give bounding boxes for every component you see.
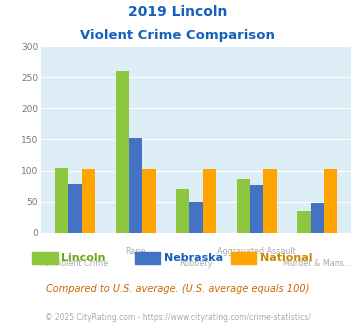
Text: Rape: Rape <box>125 247 146 255</box>
Bar <box>115 71 129 233</box>
Bar <box>176 188 190 233</box>
Text: Compared to U.S. average. (U.S. average equals 100): Compared to U.S. average. (U.S. average … <box>46 284 309 294</box>
Text: National: National <box>260 253 312 263</box>
Text: Nebraska: Nebraska <box>164 253 223 263</box>
Text: Robbery: Robbery <box>179 259 213 268</box>
Bar <box>68 183 82 233</box>
Bar <box>297 211 311 233</box>
Text: Violent Crime Comparison: Violent Crime Comparison <box>80 29 275 42</box>
Bar <box>311 203 324 233</box>
Text: All Violent Crime: All Violent Crime <box>41 259 109 268</box>
Text: 2019 Lincoln: 2019 Lincoln <box>128 5 227 19</box>
Bar <box>82 169 95 233</box>
Text: Aggravated Assault: Aggravated Assault <box>217 247 296 255</box>
Bar <box>190 202 203 233</box>
Bar <box>129 138 142 233</box>
Bar <box>55 168 68 233</box>
Text: Lincoln: Lincoln <box>61 253 105 263</box>
Bar <box>250 185 263 233</box>
Text: © 2025 CityRating.com - https://www.cityrating.com/crime-statistics/: © 2025 CityRating.com - https://www.city… <box>45 313 310 322</box>
Text: Murder & Mans...: Murder & Mans... <box>283 259 351 268</box>
Bar <box>324 169 337 233</box>
Bar <box>263 169 277 233</box>
Bar <box>142 169 155 233</box>
Bar <box>237 179 250 233</box>
Bar <box>203 169 216 233</box>
